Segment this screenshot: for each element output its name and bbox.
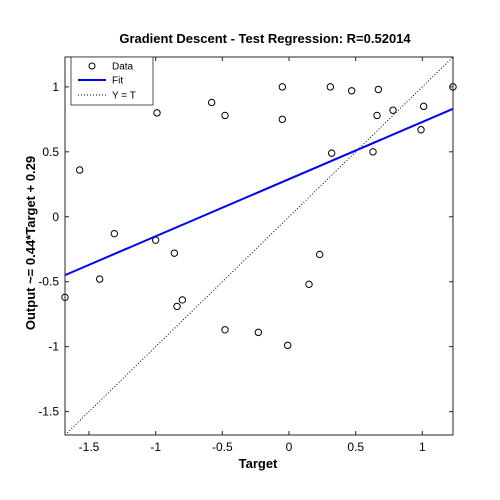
legend-data-marker <box>88 62 96 70</box>
y-tick-label: -1 <box>48 340 59 354</box>
data-point <box>419 102 428 111</box>
x-tick-label: -0.5 <box>212 440 233 454</box>
data-point <box>178 296 187 304</box>
data-point <box>221 326 229 334</box>
data-point <box>278 115 287 124</box>
x-tick-label: 0 <box>286 440 293 454</box>
y-tick-label: 0.5 <box>42 145 59 159</box>
legend-label-data: Data <box>112 62 134 73</box>
data-point <box>347 87 356 95</box>
data-point <box>327 149 336 157</box>
x-tick-label: 0.5 <box>347 440 364 454</box>
x-tick-label: -1 <box>150 440 161 454</box>
legend-label-fit: Fit <box>112 76 123 87</box>
chart-title: Gradient Descent - Test Regression: R=0.… <box>119 31 411 46</box>
y-axis-label: Output ~= 0.44*Target + 0.29 <box>23 156 38 330</box>
data-point <box>305 280 313 289</box>
plot-border <box>64 56 454 436</box>
data-point <box>207 98 216 107</box>
data-point <box>151 236 160 244</box>
chart-lines <box>64 56 454 436</box>
x-axis-label: Target <box>239 456 278 471</box>
data-point <box>153 109 161 117</box>
y-tick-label: 1 <box>52 80 59 94</box>
data-point <box>369 148 377 156</box>
legend: Data Fit Y = T <box>70 56 154 106</box>
data-point <box>315 250 324 259</box>
data-point <box>283 341 292 350</box>
x-tick-label: 1 <box>419 440 426 454</box>
data-point <box>389 106 397 114</box>
data-point <box>326 83 335 91</box>
data-point <box>95 275 104 283</box>
y-tick-label: 0 <box>52 210 59 224</box>
data-point <box>254 328 263 337</box>
x-tick-label: -1.5 <box>79 440 100 454</box>
y-tick-label: -1.5 <box>38 405 59 419</box>
data-point <box>221 111 229 120</box>
data-point <box>170 249 179 257</box>
data-point <box>173 302 181 311</box>
data-point <box>75 166 84 174</box>
data-point <box>417 126 425 134</box>
data-point <box>373 111 381 120</box>
legend-label-identity: Y = T <box>112 91 136 102</box>
fit-line <box>64 107 454 277</box>
data-point <box>278 83 287 91</box>
axis-ticks: -1.5 -1 -0.5 0 0.5 1 -1.5 -1 -0.5 0 0.5 1 <box>38 57 453 454</box>
identity-line <box>64 56 454 436</box>
y-tick-label: -0.5 <box>38 275 59 289</box>
data-point <box>374 85 383 94</box>
data-point <box>110 229 119 238</box>
